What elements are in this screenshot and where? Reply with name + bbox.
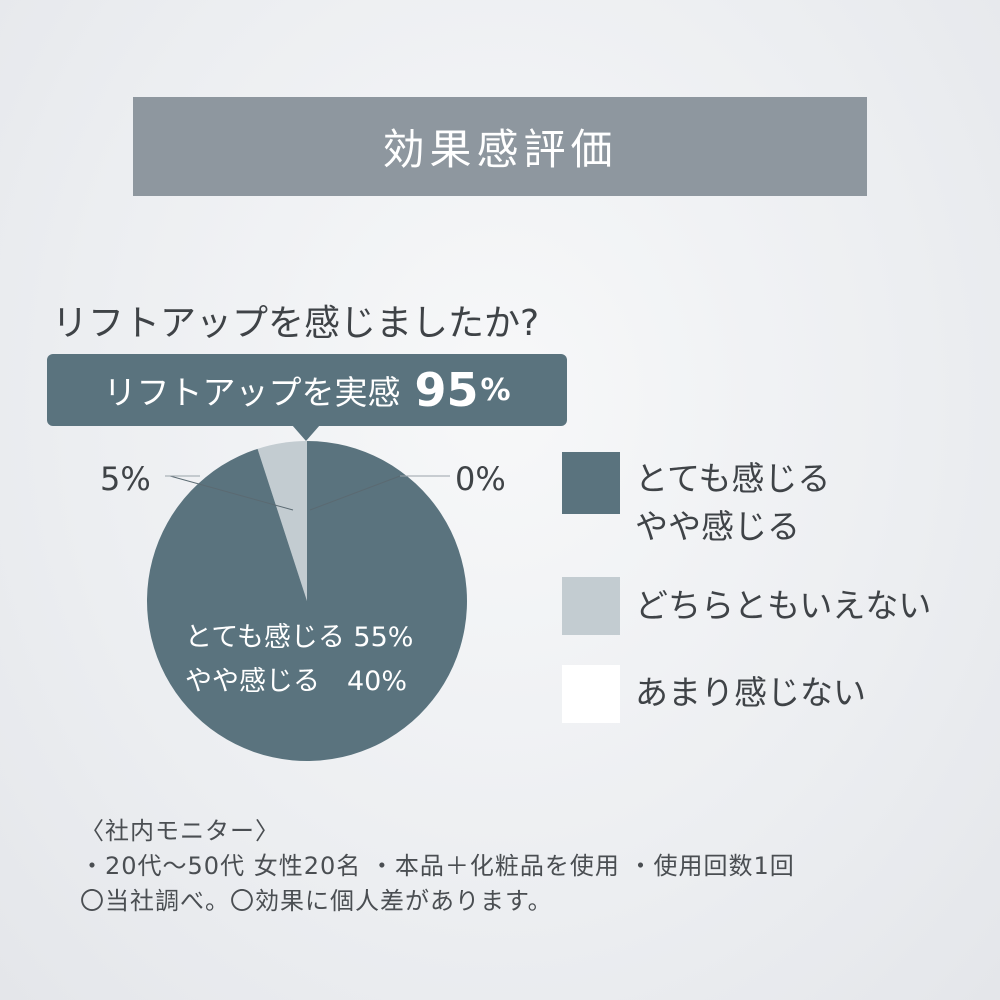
result-callout: リフトアップを実感 95 %	[47, 354, 567, 426]
title-banner: 効果感評価	[133, 97, 867, 196]
pie-label-strong: とても感じる 55%	[185, 622, 413, 653]
pie-slice-positive	[147, 441, 467, 762]
legend-label-neutral: どちらともいえない	[635, 586, 932, 625]
leader-line-right	[309, 475, 401, 511]
legend-swatch-neutral	[562, 577, 620, 635]
callout-value: 95	[414, 363, 479, 417]
legend-label-positive: とても感じる やや感じる	[635, 455, 830, 551]
footnote-heading: 〈社内モニター〉	[80, 817, 280, 845]
page-title: 効果感評価	[382, 125, 618, 174]
pie-label-slight: やや感じる 40%	[185, 666, 407, 697]
footnotes: 〈社内モニター〉 ・20代〜50代 女性20名 ・本品＋化粧品を使用 ・使用回数…	[80, 814, 795, 919]
callout-pointer	[292, 425, 320, 441]
leader-line-left	[169, 475, 294, 511]
pie-slice-neutral	[257, 441, 307, 601]
callout-label: リフトアップを実感	[103, 373, 401, 412]
legend-label-slight: やや感じる	[635, 507, 800, 546]
survey-question: リフトアップを感じましたか?	[52, 303, 540, 344]
callout-unit: %	[480, 372, 511, 408]
label-neutral-percent: 5%	[100, 460, 151, 498]
footnote-conditions: ・20代〜50代 女性20名 ・本品＋化粧品を使用 ・使用回数1回	[80, 852, 795, 880]
legend-label-negative: あまり感じない	[635, 673, 866, 712]
footnote-disclaimer: 〇当社調べ。〇効果に個人差があります。	[80, 887, 553, 915]
legend-swatch-negative	[562, 665, 620, 723]
legend-swatch-positive	[562, 452, 620, 514]
legend-label-strong: とても感じる	[635, 459, 831, 498]
label-negative-percent: 0%	[455, 460, 506, 498]
